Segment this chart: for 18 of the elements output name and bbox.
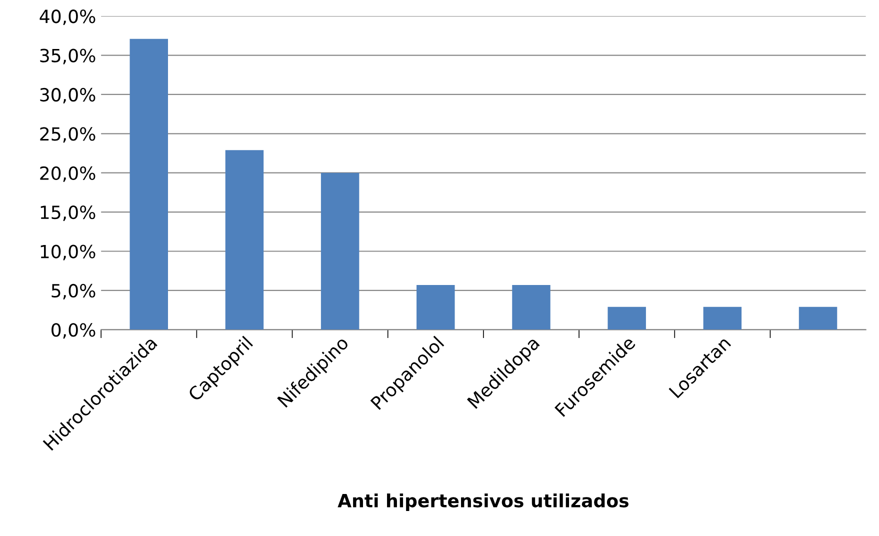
y-tick-label: 30,0%: [40, 88, 96, 104]
y-tick-label: 5,0%: [52, 284, 96, 300]
bar: [512, 284, 550, 330]
bar: [703, 306, 742, 330]
bar: [416, 284, 455, 330]
y-tick-label: 20,0%: [40, 166, 96, 182]
y-tick-label: 10,0%: [40, 244, 96, 260]
y-tick-label: 15,0%: [40, 206, 96, 222]
bar: [225, 150, 264, 330]
bar: [130, 38, 168, 330]
y-tick-label: 0,0%: [52, 323, 96, 339]
bar: [320, 172, 360, 330]
bar: [798, 306, 838, 330]
bar: [608, 306, 646, 330]
x-axis-title: Anti hipertensivos utilizados: [338, 493, 628, 511]
y-tick-label: 25,0%: [40, 127, 96, 143]
y-tick-label: 40,0%: [40, 10, 96, 26]
y-tick-label: 35,0%: [40, 48, 96, 64]
